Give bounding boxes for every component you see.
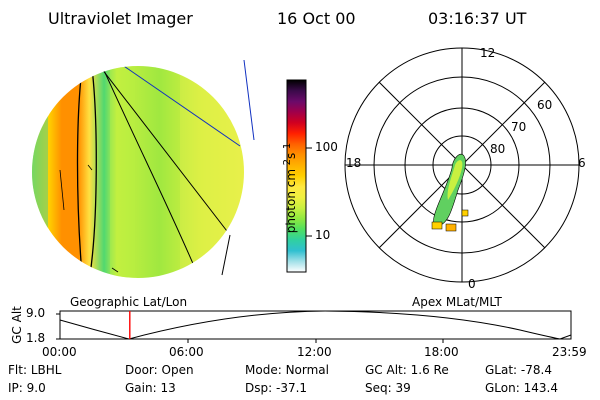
time-label: 03:16:37 UT — [428, 9, 527, 28]
timeline-xtick-0600: 06:00 — [169, 345, 204, 359]
info-flt: Flt: LBHL — [8, 363, 62, 377]
timeline-xtick-2359: 23:59 — [552, 345, 587, 359]
timeline-ylabel: GC Alt — [9, 306, 24, 344]
timeline-ytick-low: 1.8 — [26, 331, 46, 345]
colorbar — [286, 79, 307, 273]
geo-panel-label: Geographic Lat/Lon — [70, 295, 188, 309]
instrument-title: Ultraviolet Imager — [48, 9, 193, 28]
mlt-label-6: 6 — [578, 156, 586, 170]
timeline-panel — [56, 310, 572, 343]
info-dsp: Dsp: -37.1 — [245, 381, 308, 395]
lat-label-70: 70 — [511, 120, 527, 134]
colorbar-unit: photon cm-2s-1 — [282, 142, 298, 234]
geographic-image — [32, 59, 255, 278]
timeline-xtick-0000: 00:00 — [42, 345, 77, 359]
polar-panel-label: Apex MLat/MLT — [412, 295, 502, 309]
info-door: Door: Open — [125, 363, 194, 377]
mlt-label-18: 18 — [346, 156, 362, 170]
timeline-ytick-high: 9.0 — [26, 306, 46, 320]
polar-plot — [344, 47, 580, 283]
colorbar-label-10: 10 — [315, 228, 331, 242]
info-gcalt: GC Alt: 1.6 Re — [365, 363, 449, 377]
lat-label-80: 80 — [490, 142, 506, 156]
timeline-xtick-1800: 18:00 — [424, 345, 459, 359]
lat-label-60: 60 — [537, 98, 553, 112]
auroral-oval — [431, 153, 469, 232]
info-glat: GLat: -78.4 — [485, 363, 552, 377]
mlt-label-0: 0 — [468, 277, 476, 291]
date-label: 16 Oct 00 — [277, 9, 356, 28]
timeline-xtick-1200: 12:00 — [297, 345, 332, 359]
mlt-label-12: 12 — [480, 46, 496, 60]
info-ip: IP: 9.0 — [8, 381, 46, 395]
colorbar-label-100: 100 — [315, 140, 338, 154]
info-mode: Mode: Normal — [245, 363, 329, 377]
info-gain: Gain: 13 — [125, 381, 176, 395]
info-seq: Seq: 39 — [365, 381, 411, 395]
info-glon: GLon: 143.4 — [485, 381, 558, 395]
